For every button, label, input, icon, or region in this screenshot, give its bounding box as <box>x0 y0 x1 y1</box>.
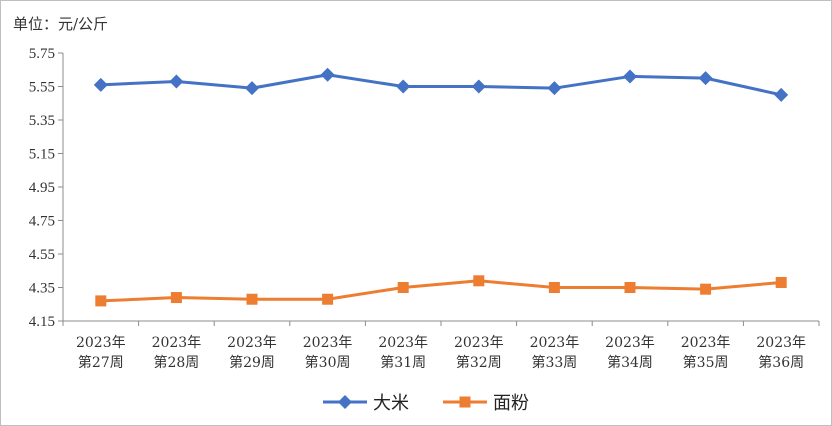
legend-marker-1 <box>338 395 352 409</box>
series-1-point <box>698 71 713 86</box>
x-tick-label: 第28周 <box>153 354 199 371</box>
x-tick-label: 2023年 <box>227 335 277 351</box>
x-tick-label: 2023年 <box>530 335 580 351</box>
series-2-point <box>170 292 182 304</box>
series-1-point <box>245 81 259 96</box>
y-tick-label: 4.15 <box>29 314 55 330</box>
y-tick-label: 4.55 <box>29 247 55 263</box>
x-tick-label: 第27周 <box>78 354 124 371</box>
x-tick-label: 第33周 <box>531 354 577 371</box>
series-2-point <box>775 276 787 288</box>
x-tick-label: 2023年 <box>76 335 126 351</box>
x-tick-label: 2023年 <box>756 335 806 351</box>
x-tick-label: 第30周 <box>305 354 351 371</box>
unit-label: 单位：元/公斤 <box>13 15 109 33</box>
x-tick-label: 第32周 <box>456 354 502 371</box>
y-tick-label: 4.75 <box>29 214 55 230</box>
legend-label-1: 大米 <box>373 393 409 414</box>
series-2-point <box>397 282 409 293</box>
x-tick-label: 第31周 <box>380 354 426 371</box>
x-tick-label: 2023年 <box>303 335 353 351</box>
series-line-1 <box>100 73 782 97</box>
y-tick-label: 4.95 <box>29 180 55 196</box>
x-tick-label: 第36周 <box>758 354 804 371</box>
series-1-point <box>93 77 108 92</box>
series-1-point <box>471 79 486 94</box>
series-2-point <box>473 275 485 287</box>
series-2-point <box>700 283 712 295</box>
series-line-2 <box>100 279 782 303</box>
x-tick-label: 第34周 <box>607 354 653 371</box>
legend-marker-2 <box>459 396 471 408</box>
x-tick-label: 2023年 <box>152 335 202 351</box>
x-tick-label: 第35周 <box>683 354 729 371</box>
x-tick-label: 第29周 <box>229 354 275 371</box>
y-tick-label: 5.55 <box>29 80 55 96</box>
series-1-point <box>320 67 335 82</box>
series-2-point <box>624 282 636 293</box>
series-1-point <box>547 81 562 96</box>
series-1-point <box>396 79 411 94</box>
series-1-point <box>623 69 637 84</box>
y-tick-label: 5.15 <box>29 147 55 163</box>
x-tick-label: 2023年 <box>378 335 428 351</box>
x-tick-label: 2023年 <box>454 335 504 351</box>
series-1-point <box>774 87 789 102</box>
x-tick-label: 2023年 <box>681 335 731 351</box>
y-tick-label: 4.35 <box>29 281 55 297</box>
x-tick-label: 2023年 <box>605 335 655 351</box>
series-1-point <box>169 74 184 89</box>
y-tick-label: 5.35 <box>29 113 55 129</box>
legend-label-2: 面粉 <box>493 393 529 414</box>
series-2-point <box>548 282 560 293</box>
series-2-point <box>322 293 334 305</box>
series-2-point <box>246 293 258 305</box>
series-2-point <box>95 295 107 307</box>
y-tick-label: 5.75 <box>29 46 55 62</box>
